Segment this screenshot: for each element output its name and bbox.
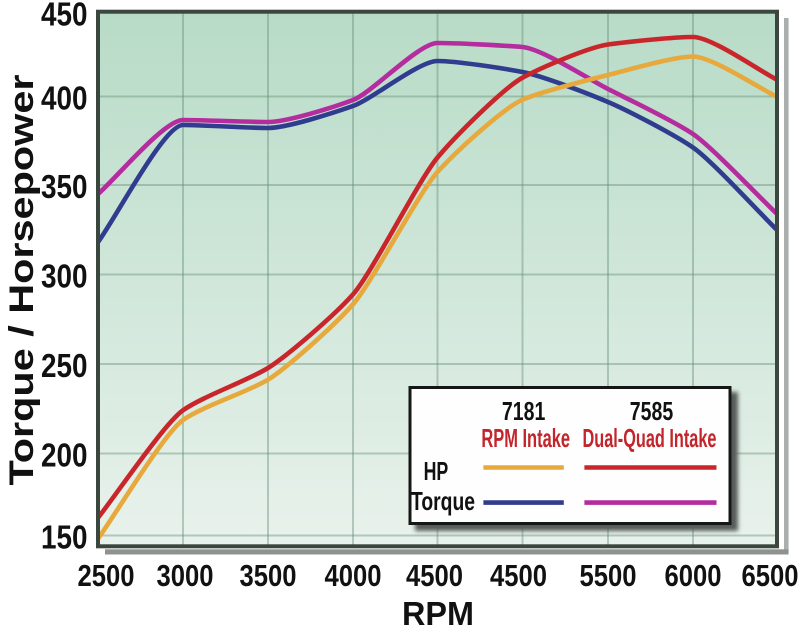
svg-text:RPM: RPM (402, 595, 474, 627)
svg-text:RPM Intake: RPM Intake (481, 423, 570, 453)
svg-text:Torque: Torque (411, 486, 475, 516)
svg-text:Dual-Quad Intake: Dual-Quad Intake (583, 423, 717, 453)
svg-text:7585: 7585 (630, 396, 673, 426)
svg-text:200: 200 (41, 437, 88, 474)
svg-text:7181: 7181 (502, 396, 545, 426)
svg-text:450: 450 (41, 0, 88, 33)
svg-text:5500: 5500 (580, 558, 637, 593)
svg-text:350: 350 (41, 168, 88, 205)
svg-text:4500: 4500 (490, 558, 547, 593)
svg-text:HP: HP (424, 456, 449, 486)
svg-text:3000: 3000 (157, 558, 214, 593)
svg-text:400: 400 (41, 80, 88, 117)
svg-text:4500: 4500 (406, 558, 463, 593)
svg-text:3500: 3500 (240, 558, 297, 593)
svg-text:250: 250 (41, 347, 88, 384)
svg-text:4000: 4000 (325, 558, 382, 593)
svg-text:6000: 6000 (665, 558, 722, 593)
svg-text:Torque / Horsepower: Torque / Horsepower (3, 74, 41, 485)
svg-text:300: 300 (41, 258, 88, 295)
svg-text:150: 150 (41, 519, 88, 556)
svg-text:6500: 6500 (742, 558, 799, 593)
svg-text:2500: 2500 (78, 558, 135, 593)
